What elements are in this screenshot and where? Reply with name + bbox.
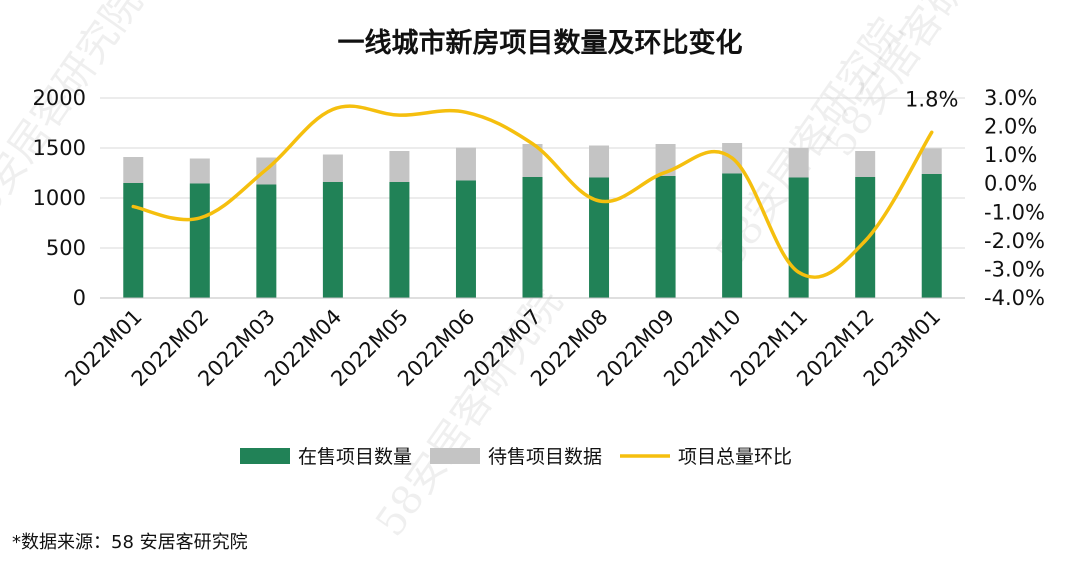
data-label: 1.8% bbox=[905, 87, 958, 111]
bar-pending bbox=[522, 144, 543, 177]
y2-tick-label: 1.0% bbox=[984, 143, 1037, 167]
y2-tick-label: -4.0% bbox=[984, 286, 1045, 310]
y2-tick-label: 0.0% bbox=[984, 172, 1037, 196]
y2-tick-label: -2.0% bbox=[984, 229, 1045, 253]
y-axis-right: -4.0% -3.0% -2.0% -1.0% 0.0% 1.0% 2.0% 3.0% bbox=[984, 86, 1045, 310]
legend-swatch bbox=[240, 448, 290, 464]
bar-on-sale bbox=[256, 184, 277, 298]
y2-tick-label: -1.0% bbox=[984, 200, 1045, 224]
bar-pending bbox=[788, 148, 809, 178]
bar-pending bbox=[123, 157, 144, 183]
bar-pending bbox=[589, 145, 610, 178]
bar-pending bbox=[921, 148, 942, 174]
y-tick-label: 500 bbox=[46, 236, 86, 260]
bar-on-sale bbox=[855, 177, 876, 298]
bar-on-sale bbox=[655, 176, 676, 298]
chart-title: 一线城市新房项目数量及环比变化 bbox=[338, 27, 743, 59]
y-tick-label: 2000 bbox=[33, 86, 86, 110]
y2-tick-label: -3.0% bbox=[984, 257, 1045, 281]
bar-pending bbox=[189, 158, 210, 184]
y-tick-label: 1500 bbox=[33, 136, 86, 160]
bar-on-sale bbox=[389, 182, 410, 298]
y2-tick-label: 2.0% bbox=[984, 115, 1037, 139]
bar-pending bbox=[855, 151, 876, 177]
y-axis-left: 0 500 1000 1500 2000 bbox=[33, 86, 86, 310]
bar-on-sale bbox=[921, 174, 942, 298]
bar-on-sale bbox=[322, 182, 343, 298]
bar-on-sale bbox=[788, 177, 809, 298]
line-series: 1.8% bbox=[131, 87, 958, 279]
bar-series bbox=[123, 143, 942, 298]
bar-on-sale bbox=[123, 183, 144, 298]
bar-on-sale bbox=[189, 183, 210, 298]
y-tick-label: 0 bbox=[73, 286, 86, 310]
legend-label: 项目总量环比 bbox=[678, 446, 792, 468]
y2-tick-label: 3.0% bbox=[984, 86, 1037, 110]
bar-pending bbox=[455, 147, 476, 181]
bar-on-sale bbox=[455, 180, 476, 298]
bar-on-sale bbox=[722, 173, 743, 298]
bar-pending bbox=[322, 154, 343, 182]
legend-swatch bbox=[430, 448, 480, 464]
bar-on-sale bbox=[522, 177, 543, 298]
legend-label: 待售项目数据 bbox=[488, 446, 602, 468]
bar-pending bbox=[655, 144, 676, 176]
y-tick-label: 1000 bbox=[33, 186, 86, 210]
legend: 在售项目数量 待售项目数据 项目总量环比 bbox=[240, 446, 792, 468]
bar-pending bbox=[389, 151, 410, 182]
bar-on-sale bbox=[589, 177, 610, 298]
source-note: *数据来源：58 安居客研究院 bbox=[12, 532, 248, 553]
legend-label: 在售项目数量 bbox=[298, 446, 412, 468]
